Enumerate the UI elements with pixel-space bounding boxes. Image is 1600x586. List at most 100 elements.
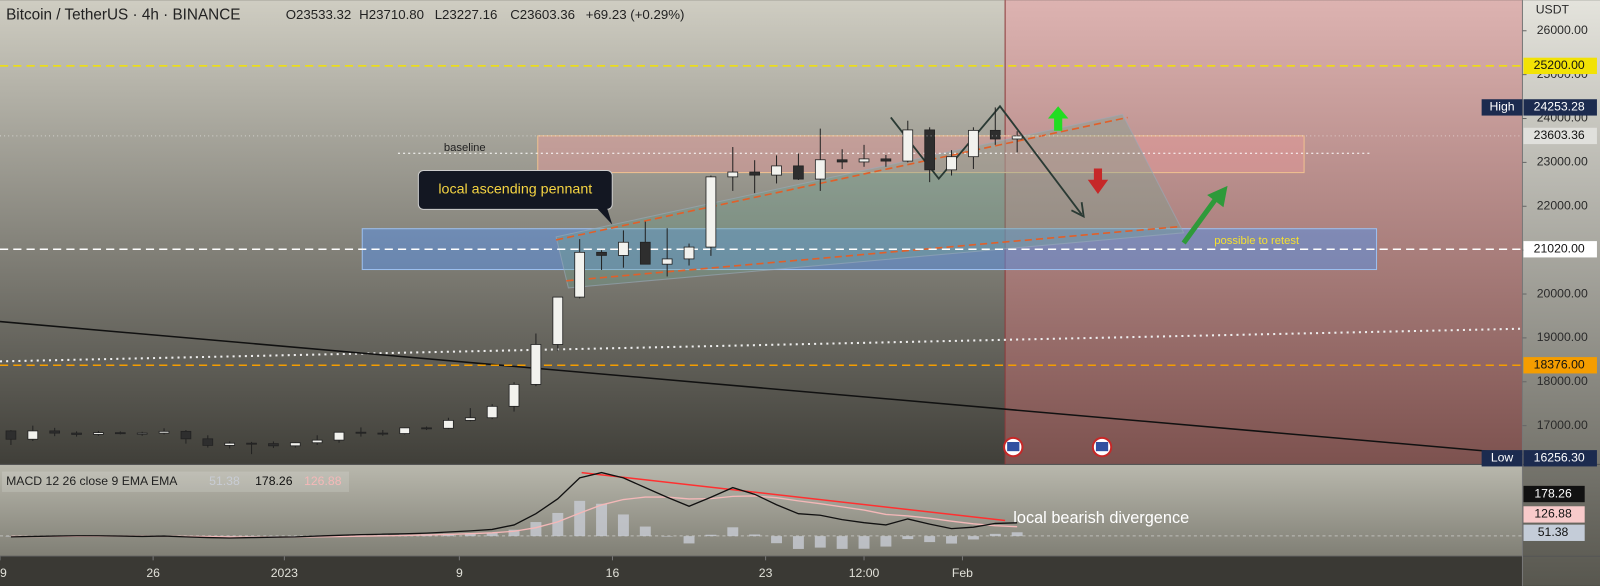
- candle-body: [858, 158, 870, 163]
- macd-hist-bar: [639, 526, 651, 537]
- candle-body: [355, 431, 367, 434]
- low-name: Low: [1491, 451, 1514, 465]
- high-name: High: [1489, 100, 1514, 114]
- level-label: 18376.00: [1534, 358, 1585, 372]
- macd-hist-bar: [289, 535, 301, 537]
- macd-value-box: [1523, 506, 1585, 523]
- candle-body: [246, 442, 257, 445]
- candle-body: [464, 417, 476, 421]
- level-label: 25200.00: [1534, 58, 1585, 72]
- candle-body: [639, 241, 651, 265]
- candle-body: [924, 129, 935, 171]
- y-unit: USDT: [1536, 3, 1570, 17]
- candle-body: [946, 156, 957, 171]
- macd-hist-bar: [574, 500, 586, 537]
- last-price-box: [1523, 127, 1597, 145]
- candle-body: [530, 344, 542, 385]
- candle-body: [399, 427, 411, 434]
- macd-value-box: [1523, 524, 1585, 541]
- retest-arrow-head: [1207, 185, 1228, 208]
- macd-macd-line: [10, 471, 1018, 539]
- candle-body: [705, 176, 717, 248]
- candle-body: [749, 171, 760, 176]
- candle-body: [989, 129, 1001, 140]
- candle-body: [93, 432, 104, 435]
- candle-body: [158, 430, 170, 434]
- macd-hist-bar: [683, 536, 695, 544]
- last-price-label: 23603.36: [1534, 128, 1585, 142]
- macd-hist-bar: [552, 512, 564, 537]
- ohlc-low: L23227.16: [435, 7, 498, 22]
- low-label: 16256.30: [1534, 451, 1585, 465]
- y-tick-label: 22000.00: [1537, 199, 1588, 213]
- annotation: possible to retest: [1214, 235, 1300, 247]
- candle-body: [333, 431, 345, 441]
- y-tick-label: 26000.00: [1537, 23, 1588, 37]
- candle-body: [661, 258, 673, 265]
- macd-hist-bar: [814, 536, 826, 548]
- marks: [0, 65, 1523, 455]
- up-arrow: [1047, 106, 1069, 131]
- macd-legend-signal: 126.88: [304, 474, 342, 488]
- macd-hist-bar: [508, 529, 520, 537]
- ohlc-change: +69.23 (+0.29%): [586, 7, 685, 22]
- x-tick-label: 16: [606, 566, 620, 580]
- candle-body: [683, 246, 695, 260]
- ohlc-high: H23710.80: [359, 7, 424, 22]
- macd-hist-bar: [989, 533, 1001, 537]
- candle-body: [49, 430, 61, 434]
- macd-hist-bar: [486, 532, 498, 537]
- candle-body: [5, 430, 17, 440]
- event-flag: [1091, 436, 1113, 458]
- chart-title: Bitcoin / TetherUS · 4h · BINANCE: [6, 6, 240, 23]
- candle-body: [596, 251, 607, 256]
- retest-arrow: [1181, 196, 1219, 245]
- ohlc-open: O23533.32: [286, 7, 352, 22]
- candle-body: [71, 432, 82, 435]
- y-tick-label: 17000.00: [1537, 418, 1588, 432]
- candle-body: [377, 432, 389, 435]
- x-tick-label: 9: [0, 566, 7, 580]
- macd-hist-bar: [617, 514, 629, 537]
- macd-hist-bar: [858, 536, 870, 549]
- macd-hist-bar: [792, 536, 804, 549]
- macd-hist-bar: [267, 536, 279, 537]
- pennant-line: [555, 116, 1128, 241]
- macd-hist-bar: [705, 534, 717, 537]
- candle-body: [289, 442, 301, 447]
- macd-legend-hist: 51.38: [209, 474, 240, 488]
- candle-body: [814, 159, 826, 180]
- candle-body: [880, 158, 892, 162]
- macd-hist-bar: [967, 536, 979, 540]
- macd-hist-bar: [661, 536, 673, 537]
- annotation: local bearish divergence: [1013, 509, 1189, 527]
- candle-body: [618, 241, 629, 256]
- candle-body: [508, 383, 520, 407]
- macd-hist-bar: [464, 533, 476, 537]
- macd-hist-bar: [902, 536, 914, 540]
- level-box: [1523, 357, 1597, 374]
- macd-legend-bg: [2, 471, 349, 492]
- zigzag-arrow: [1071, 202, 1085, 219]
- macd-hist-bar: [924, 536, 936, 543]
- macd-hist-bar: [836, 536, 848, 549]
- dotted-trend: [0, 327, 1523, 363]
- low-name-box: [1481, 450, 1523, 467]
- macd-hist-bar: [880, 536, 892, 547]
- macd-hist-bar: [596, 503, 608, 537]
- candle-body: [902, 129, 914, 162]
- down-arrow: [1087, 168, 1109, 195]
- macd-hist-bar: [355, 534, 367, 537]
- candle-body: [771, 165, 782, 176]
- divergence-line: [581, 471, 1006, 522]
- level-box: [1523, 241, 1597, 258]
- ohlc-close: C23603.36: [510, 7, 575, 22]
- event-flag: [1003, 436, 1024, 458]
- low-box: [1523, 450, 1597, 467]
- candle-body: [727, 171, 739, 178]
- candle-body: [268, 443, 279, 447]
- level-label: 21020.00: [1534, 241, 1585, 255]
- annotation: local ascending pennant: [438, 182, 592, 198]
